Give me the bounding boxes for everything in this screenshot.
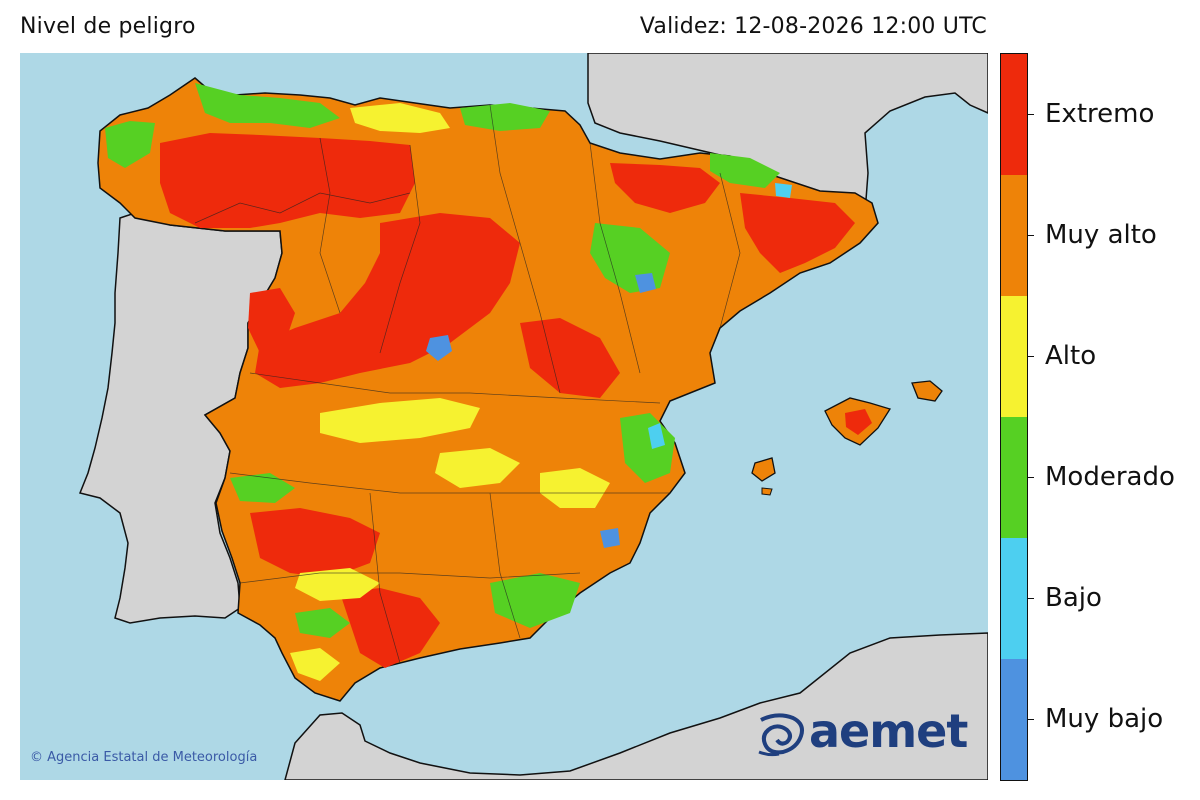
danger-muybajo-ebro xyxy=(635,273,656,293)
aemet-wordmark: aemet xyxy=(809,704,968,758)
danger-alto-south xyxy=(435,448,520,488)
legend-label: Muy alto xyxy=(1045,219,1157,250)
danger-bajo-valencia xyxy=(648,423,665,449)
aemet-emblem-icon xyxy=(758,713,804,757)
legend-swatch-muy-alto xyxy=(1001,175,1027,296)
danger-level-colorbar xyxy=(1000,53,1028,781)
danger-alto-northcoast xyxy=(350,103,450,133)
legend-swatch-bajo xyxy=(1001,538,1027,659)
danger-extremo-southwest xyxy=(250,508,380,578)
legend-swatch-alto xyxy=(1001,296,1027,417)
copyright-notice: © Agencia Estatal de Meteorología xyxy=(30,750,258,765)
legend-swatch-extremo xyxy=(1001,54,1027,175)
map-title: Nivel de peligro xyxy=(20,14,196,39)
legend-label: Muy bajo xyxy=(1045,703,1164,734)
danger-extremo-levante xyxy=(520,318,620,398)
danger-extremo-northwest xyxy=(160,133,415,228)
danger-extremo-ebro xyxy=(610,163,720,213)
legend-label: Moderado xyxy=(1045,461,1175,492)
danger-moderado-southcoast xyxy=(295,608,350,638)
danger-alto-coast xyxy=(290,648,340,681)
menorca xyxy=(911,380,943,402)
danger-alto-guadalquivir xyxy=(295,568,380,601)
legend-tick xyxy=(1028,113,1034,115)
region-borders xyxy=(194,104,741,664)
fire-danger-map xyxy=(20,53,988,780)
danger-moderado-extremadura xyxy=(230,473,295,503)
danger-alto-central xyxy=(320,398,480,443)
ibiza xyxy=(751,457,776,482)
africa-landmass xyxy=(284,632,988,780)
legend-label: Alto xyxy=(1045,340,1097,371)
danger-moderado-cantabria xyxy=(195,83,340,128)
legend-label: Extremo xyxy=(1045,98,1155,129)
legend-tick xyxy=(1028,355,1034,357)
danger-moderado-basque xyxy=(460,103,550,131)
danger-extremo-central xyxy=(255,213,520,388)
legend-tick xyxy=(1028,476,1034,478)
formentera xyxy=(761,487,773,496)
aemet-logo: aemet xyxy=(757,704,968,764)
legend-tick xyxy=(1028,718,1034,720)
danger-bajo-catalonia xyxy=(775,183,792,198)
validity-timestamp: Validez: 12-08-2026 12:00 UTC xyxy=(639,14,987,39)
danger-muybajo-murcia xyxy=(600,528,620,548)
danger-moderado-galicia xyxy=(105,121,155,168)
legend-tick xyxy=(1028,597,1034,599)
danger-alto-se xyxy=(540,468,610,508)
danger-extremo-west xyxy=(248,288,295,353)
legend-tick xyxy=(1028,234,1034,236)
legend-label: Bajo xyxy=(1045,582,1102,613)
danger-muybajo-madrid xyxy=(426,335,452,361)
legend-swatch-muy-bajo xyxy=(1001,659,1027,780)
danger-moderado-pyrenees xyxy=(710,153,780,188)
mallorca-red xyxy=(845,409,872,435)
danger-extremo-catalonia xyxy=(740,193,855,273)
legend-swatch-moderado xyxy=(1001,417,1027,538)
